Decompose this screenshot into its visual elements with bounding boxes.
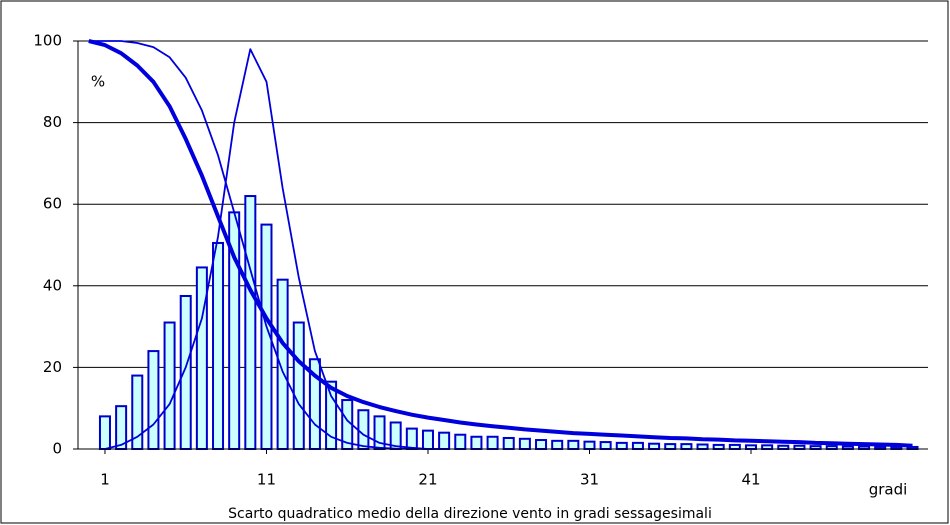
x-axis-label: gradi xyxy=(869,481,908,499)
bar xyxy=(244,195,257,450)
y-tick-label: 20 xyxy=(43,358,62,376)
y-tick-label: 40 xyxy=(43,276,62,294)
bar xyxy=(761,444,774,451)
bar xyxy=(551,439,564,450)
y-tick-label: 100 xyxy=(33,32,62,50)
bar xyxy=(470,435,483,451)
bar xyxy=(712,443,725,451)
line-series xyxy=(88,40,445,450)
bar xyxy=(502,436,515,451)
bar xyxy=(696,443,709,450)
x-tick-label: 11 xyxy=(257,471,276,489)
bar xyxy=(98,415,111,450)
bar xyxy=(421,429,434,451)
bar xyxy=(212,241,225,450)
bar xyxy=(599,441,612,450)
bar xyxy=(163,321,176,450)
x-axis-title: Scarto quadratico medio della direzione … xyxy=(228,506,712,522)
bar xyxy=(664,443,677,451)
bar xyxy=(147,350,160,450)
y-tick-label: 0 xyxy=(52,440,62,458)
y-tick-label: 80 xyxy=(43,113,62,131)
bar xyxy=(615,441,628,451)
bar xyxy=(518,437,531,450)
x-tick-label: 31 xyxy=(580,471,599,489)
line-series xyxy=(104,48,445,450)
bar xyxy=(486,435,499,451)
bar xyxy=(357,409,370,450)
bar xyxy=(454,433,467,451)
bar xyxy=(567,439,580,450)
bar xyxy=(535,439,548,450)
x-tick-label: 41 xyxy=(741,471,760,489)
bar xyxy=(744,444,757,451)
bar xyxy=(648,442,661,451)
bar xyxy=(438,431,451,450)
bar xyxy=(195,266,208,450)
bar xyxy=(405,427,418,451)
y-tick-label: 60 xyxy=(43,195,62,213)
y-axis-label: % xyxy=(91,73,105,91)
bar xyxy=(728,443,741,451)
x-tick-label: 1 xyxy=(100,471,110,489)
bar xyxy=(680,443,693,451)
bar xyxy=(179,295,192,450)
bar xyxy=(631,441,644,451)
bar xyxy=(583,440,596,451)
bar xyxy=(292,321,305,450)
x-tick-label: 21 xyxy=(418,471,437,489)
line-series xyxy=(88,39,913,448)
